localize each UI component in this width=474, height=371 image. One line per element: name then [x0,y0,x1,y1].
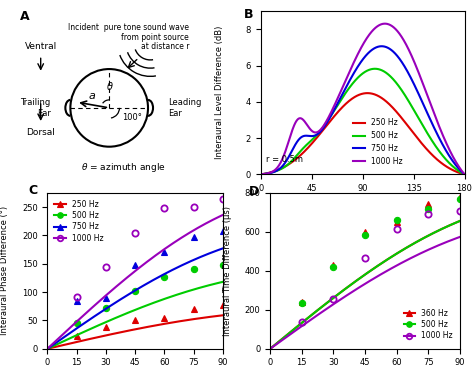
Text: C: C [28,184,37,197]
Text: Dorsal: Dorsal [26,128,55,137]
Text: Incident  pure tone sound wave: Incident pure tone sound wave [68,23,189,33]
Text: $\theta$ = azimuth angle: $\theta$ = azimuth angle [81,161,165,174]
Legend: 250 Hz, 500 Hz, 750 Hz, 1000 Hz: 250 Hz, 500 Hz, 750 Hz, 1000 Hz [350,115,405,169]
Text: Trailing
Ear: Trailing Ear [20,98,51,118]
Y-axis label: Interaural Time Difference (μs): Interaural Time Difference (μs) [223,206,232,336]
Text: r = 0.5m: r = 0.5m [266,155,303,164]
Y-axis label: Interaural Phase Difference (°): Interaural Phase Difference (°) [0,206,9,335]
X-axis label: Azimuth Angle θ (°): Azimuth Angle θ (°) [321,198,404,208]
Text: Ventral: Ventral [25,42,57,51]
Legend: 360 Hz, 500 Hz, 1000 Hz: 360 Hz, 500 Hz, 1000 Hz [401,306,456,344]
Text: from point source: from point source [121,33,189,42]
Text: A: A [20,10,30,23]
Text: 100°: 100° [122,114,142,122]
Legend: 250 Hz, 500 Hz, 750 Hz, 1000 Hz: 250 Hz, 500 Hz, 750 Hz, 1000 Hz [51,197,107,246]
Text: $\theta$: $\theta$ [106,81,114,92]
Text: Leading
Ear: Leading Ear [168,98,201,118]
Text: a: a [89,91,95,101]
Text: at distance r: at distance r [141,42,189,51]
Text: B: B [244,7,253,20]
Y-axis label: Interaural Level Difference (dB): Interaural Level Difference (dB) [215,26,224,160]
Text: D: D [249,185,259,198]
